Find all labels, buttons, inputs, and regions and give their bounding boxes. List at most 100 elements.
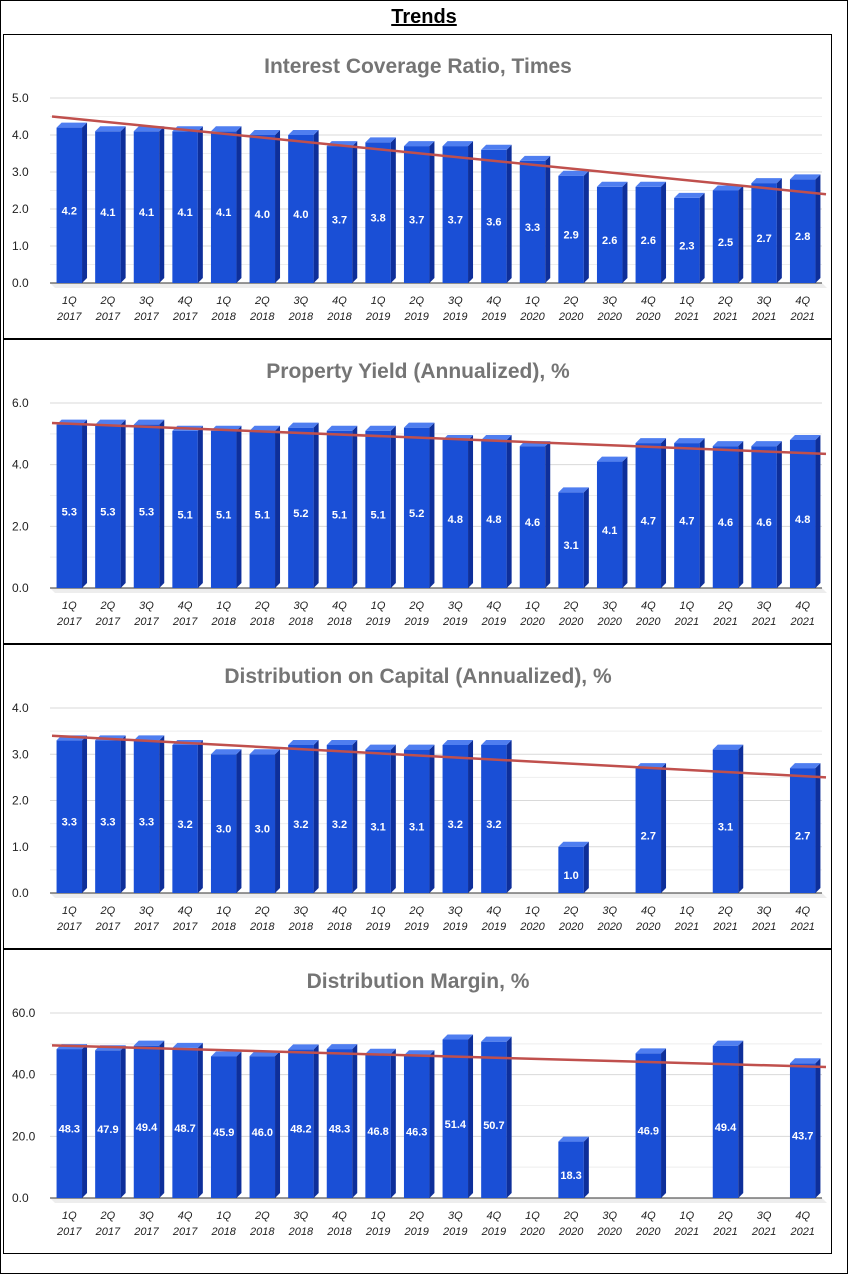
distribution-on-capital-trendline: [51, 734, 827, 779]
property-yield-x-tick-quarter: 1Q: [62, 600, 77, 612]
distribution-on-capital-data-label: 3.0: [255, 824, 270, 836]
interest-coverage-x-tick-quarter: 1Q: [216, 295, 231, 307]
bar-front: [674, 443, 700, 588]
bar-front: [172, 745, 198, 893]
bar-front: [56, 127, 83, 283]
distribution-margin-x-tick-year: 2021: [751, 1226, 776, 1238]
bar-front: [442, 745, 469, 893]
bar-side: [236, 749, 242, 893]
distribution-on-capital-bar: [133, 735, 165, 893]
property-yield-trendline: [51, 421, 827, 456]
interest-coverage-x-tick-quarter: 2Q: [100, 295, 116, 307]
bar-side: [583, 487, 589, 588]
bar-top: [403, 744, 435, 750]
bar-front: [789, 440, 816, 588]
interest-coverage-gridlines: [50, 97, 822, 284]
bar-front: [133, 424, 160, 588]
bar-front: [789, 1063, 816, 1198]
interest-coverage-bar: [56, 122, 88, 283]
bar-top: [403, 1050, 435, 1056]
distribution-on-capital-x-tick-year: 2017: [56, 921, 82, 933]
interest-coverage-data-label: 2.6: [602, 235, 617, 247]
distribution-on-capital-bar: [481, 740, 512, 893]
property-yield-x-tick-quarter: 4Q: [487, 600, 502, 612]
property-yield-x-tick-quarter: 1Q: [525, 600, 540, 612]
bar-top: [288, 130, 319, 135]
distribution-on-capital-floor: [50, 893, 827, 898]
distribution-on-capital-gridlines: [50, 707, 822, 894]
distribution-margin-x-tick-year: 2019: [442, 1226, 467, 1238]
interest-coverage-x-tick-quarter: 2Q: [563, 295, 579, 307]
interest-coverage-x-tick-quarter: 4Q: [487, 295, 502, 307]
property-yield-bar: [635, 438, 667, 588]
interest-coverage-bar: [326, 141, 358, 283]
distribution-margin-bar: [481, 1036, 512, 1198]
bar-top: [210, 749, 242, 755]
property-yield-bar: [596, 456, 628, 588]
bar-front: [249, 1056, 276, 1198]
bar-top: [712, 441, 744, 447]
bar-side: [390, 137, 396, 283]
distribution-on-capital-bar: [288, 740, 319, 893]
property-yield-x-tick-year: 2021: [674, 616, 699, 628]
bar-top: [365, 137, 396, 143]
property-yield-x-tick-year: 2019: [481, 616, 506, 628]
property-yield-data-label: 4.1: [602, 525, 617, 537]
bar-side: [390, 744, 396, 893]
interest-coverage-x-tick-year: 2017: [172, 311, 198, 323]
interest-coverage-x-tick-quarter: 2Q: [254, 295, 270, 307]
distribution-on-capital-bar: [712, 744, 744, 893]
distribution-margin-y-tick: 20.0: [12, 1129, 36, 1143]
distribution-margin-x-tick-year: 2020: [596, 1226, 622, 1238]
property-yield-bar: [365, 425, 396, 588]
distribution-margin-data-label: 50.7: [483, 1120, 504, 1132]
distribution-on-capital-bar: [635, 763, 667, 893]
distribution-on-capital-x-tick-year: 2020: [635, 921, 661, 933]
interest-coverage-x-tick-quarter: 1Q: [680, 295, 695, 307]
bar-top: [712, 185, 744, 191]
bar-top: [288, 422, 319, 428]
interest-coverage-x-tick-year: 2021: [789, 311, 814, 323]
interest-coverage-x-tick-quarter: 3Q: [602, 295, 617, 307]
bar-side: [429, 744, 435, 893]
bar-side: [661, 438, 667, 588]
property-yield-bar: [481, 435, 512, 588]
bar-front: [56, 740, 83, 893]
interest-coverage-data-label: 3.8: [370, 213, 385, 225]
property-yield-x-tick-year: 2020: [519, 616, 545, 628]
property-yield-bar: [172, 425, 203, 588]
distribution-on-capital-bar: [365, 744, 396, 893]
bar-front: [249, 135, 276, 283]
distribution-on-capital-data-label: 2.7: [795, 831, 810, 843]
distribution-margin-x-tick-year: 2017: [56, 1226, 82, 1238]
property-yield-y-tick: 2.0: [12, 519, 29, 533]
bar-front: [210, 430, 237, 588]
distribution-on-capital-bar: [210, 749, 242, 893]
bar-front: [249, 754, 276, 893]
interest-coverage-bar: [249, 130, 281, 283]
bar-top: [789, 435, 821, 440]
property-yield-bar: [95, 419, 126, 588]
distribution-margin-data-label: 46.8: [367, 1126, 388, 1138]
distribution-margin-x-tick-quarter: 4Q: [178, 1210, 193, 1222]
interest-coverage-y-tick: 3.0: [12, 165, 29, 179]
bar-top: [712, 1040, 744, 1046]
property-yield-x-tick-year: 2019: [403, 616, 428, 628]
bar-front: [519, 160, 546, 283]
interest-coverage-x-tick-year: 2020: [635, 311, 661, 323]
bar-side: [313, 422, 319, 588]
interest-coverage-x-tick-year: 2020: [519, 311, 545, 323]
distribution-on-capital-x-tick-quarter: 1Q: [680, 905, 695, 917]
interest-coverage-bar: [789, 174, 821, 283]
distribution-margin-x-tick-quarter: 1Q: [62, 1210, 77, 1222]
bar-side: [738, 1040, 744, 1198]
bar-top: [95, 126, 126, 132]
distribution-on-capital-bar: [95, 735, 126, 893]
distribution-margin-bar: [172, 1042, 203, 1198]
bar-top: [635, 1048, 667, 1054]
property-yield-x-tick-quarter: 3Q: [294, 600, 309, 612]
bar-top: [442, 1034, 474, 1040]
distribution-margin-x-tick-quarter: 3Q: [448, 1210, 463, 1222]
bar-front: [210, 754, 237, 893]
bar-top: [712, 744, 744, 750]
